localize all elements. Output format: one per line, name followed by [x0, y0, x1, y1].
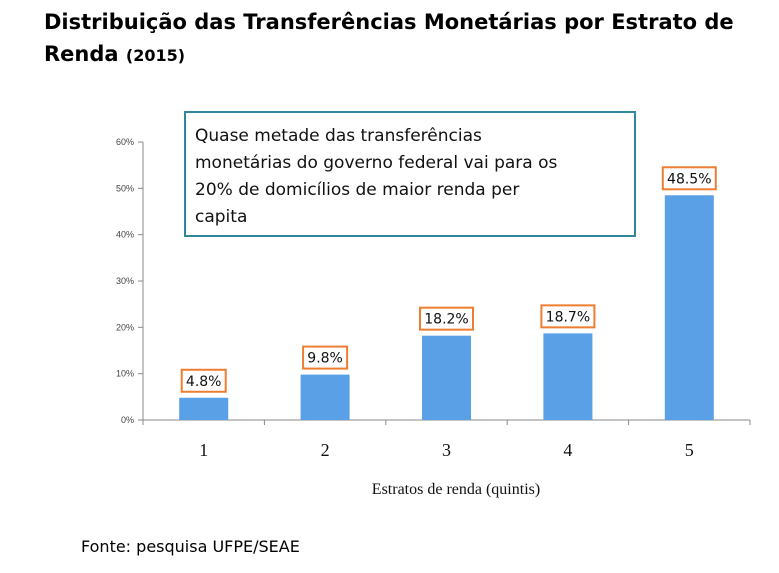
- x-axis-label: Estratos de renda (quintis): [372, 481, 540, 498]
- x-tick-label: 4: [563, 440, 572, 460]
- x-tick-label: 5: [685, 440, 694, 460]
- bar-chart: 0% 10% 20% 30% 40% 50% 60% 1 2 3 4 5 4.8% 9.8% 18.2%…: [116, 111, 751, 498]
- data-label: 48.5%: [667, 171, 711, 187]
- data-label-box: [540, 304, 596, 329]
- data-label: 18.2%: [424, 312, 468, 328]
- bar-3: [422, 335, 471, 420]
- y-tick-label: 60%: [116, 137, 134, 147]
- bar-4: [543, 333, 593, 420]
- bar-1: [179, 397, 229, 420]
- bar-5: [664, 195, 714, 420]
- x-tick-label: 2: [321, 440, 330, 460]
- data-label-box: [180, 368, 227, 393]
- y-tick-label: 40%: [116, 230, 134, 240]
- data-label-box: [661, 166, 717, 191]
- data-label-box: [419, 306, 474, 331]
- annotation-line: 20% de domicílios de maior renda per: [195, 180, 519, 200]
- annotation-border: [184, 111, 636, 237]
- data-label: 18.7%: [546, 309, 590, 325]
- chart-title-year: (2015): [125, 46, 186, 65]
- data-label: 9.8%: [307, 351, 343, 367]
- chart-title: Distribuição das Transferências Monetári…: [44, 6, 774, 72]
- y-tick-label: 10%: [116, 369, 134, 379]
- y-tick-label: 30%: [116, 276, 134, 286]
- annotation-line: capita: [195, 207, 247, 227]
- source-note: Fonte: pesquisa UFPE/SEAE: [81, 537, 300, 556]
- y-tick-label: 50%: [116, 183, 134, 193]
- y-tick-label: 20%: [116, 322, 134, 332]
- annotation-line: monetárias do governo federal vai para o…: [195, 153, 557, 173]
- chart-title-main: Distribuição das Transferências Monetári…: [44, 10, 734, 66]
- x-tick-label: 3: [442, 440, 451, 460]
- data-label-box: [302, 345, 349, 370]
- annotation-box: Quase metade das transferências monetária…: [184, 111, 636, 237]
- data-label: 4.8%: [186, 374, 222, 390]
- bar-2: [300, 374, 350, 420]
- x-tick-label: 1: [199, 440, 208, 460]
- y-tick-label: 0%: [121, 415, 134, 425]
- annotation-line: Quase metade das transferências: [195, 126, 482, 146]
